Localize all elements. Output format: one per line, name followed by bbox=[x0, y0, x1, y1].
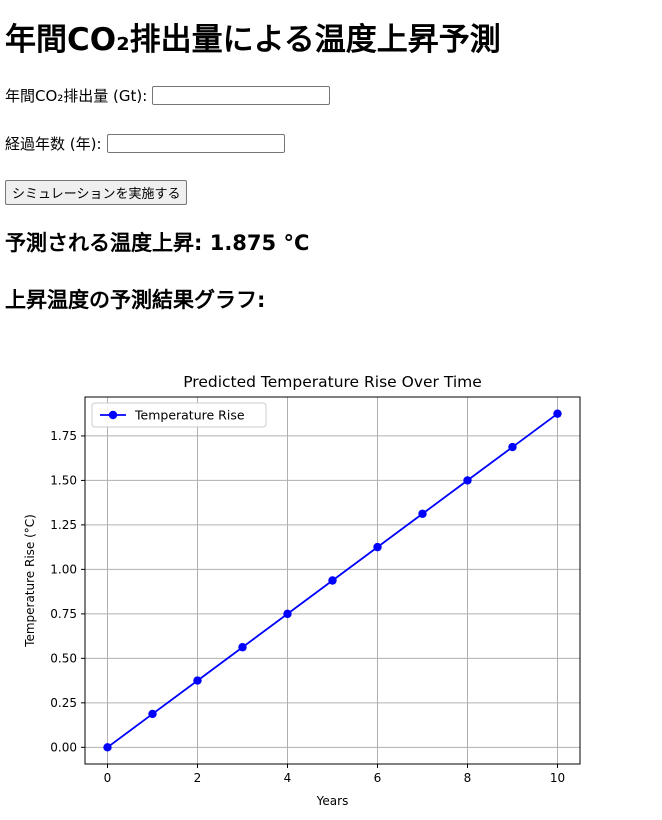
result-unit: °C bbox=[276, 231, 310, 255]
predicted-rise-result: 予測される温度上昇: 1.875 °C bbox=[5, 227, 309, 257]
x-tick-label: 4 bbox=[284, 771, 292, 785]
x-tick-label: 8 bbox=[464, 771, 472, 785]
data-point bbox=[148, 709, 157, 719]
result-prefix: 予測される温度上昇: bbox=[5, 231, 210, 255]
years-row: 経過年数 (年): bbox=[5, 133, 285, 154]
data-point bbox=[238, 643, 247, 652]
chart-title: Predicted Temperature Rise Over Time bbox=[183, 373, 482, 391]
years-label: 経過年数 (年): bbox=[5, 135, 102, 153]
y-tick-label: 1.50 bbox=[50, 473, 77, 487]
x-tick-label: 2 bbox=[194, 771, 202, 785]
data-point bbox=[328, 576, 337, 585]
y-tick-label: 0.00 bbox=[50, 740, 77, 754]
y-tick-label: 0.50 bbox=[50, 651, 77, 665]
legend-marker bbox=[108, 410, 118, 420]
y-tick-label: 0.75 bbox=[50, 607, 77, 621]
legend-box bbox=[91, 402, 267, 428]
data-point bbox=[553, 409, 562, 418]
x-tick-label: 10 bbox=[550, 771, 565, 785]
y-tick-label: 1.75 bbox=[50, 429, 77, 443]
x-axis-label: Years bbox=[316, 794, 349, 808]
data-point bbox=[283, 609, 292, 619]
data-point bbox=[463, 476, 472, 485]
result-value: 1.875 bbox=[209, 231, 277, 255]
emission-row: 年間CO₂排出量 (Gt): bbox=[5, 85, 331, 106]
data-point bbox=[373, 542, 382, 552]
data-point bbox=[193, 676, 202, 685]
x-tick-label: 6 bbox=[374, 771, 382, 785]
page-title: 年間CO₂排出量による温度上昇予測 bbox=[5, 22, 501, 58]
data-point bbox=[103, 743, 112, 752]
temperature-rise-chart: Predicted Temperature Rise Over Time 0 2 4 6… bbox=[23, 373, 581, 808]
legend-label: Temperature Rise bbox=[134, 408, 245, 423]
y-tick-label: 1.25 bbox=[50, 518, 77, 532]
y-tick-label: 1.00 bbox=[50, 562, 77, 576]
years-input[interactable] bbox=[106, 134, 285, 153]
chart-figure: Predicted Temperature Rise Over Time 0 2 4 6… bbox=[5, 355, 595, 819]
data-point bbox=[508, 442, 517, 452]
plot-frame bbox=[84, 396, 581, 765]
graph-heading: 上昇温度の予測結果グラフ: bbox=[5, 288, 266, 312]
run-simulation-button[interactable]: シミュレーションを実施する bbox=[5, 180, 188, 205]
emission-input[interactable] bbox=[152, 86, 331, 105]
y-tick-label: 0.25 bbox=[50, 696, 77, 710]
x-tick-label: 0 bbox=[104, 771, 112, 785]
data-point bbox=[418, 509, 427, 518]
emission-label: 年間CO₂排出量 (Gt): bbox=[5, 87, 148, 105]
y-axis-label: Temperature Rise (°C) bbox=[23, 514, 37, 648]
